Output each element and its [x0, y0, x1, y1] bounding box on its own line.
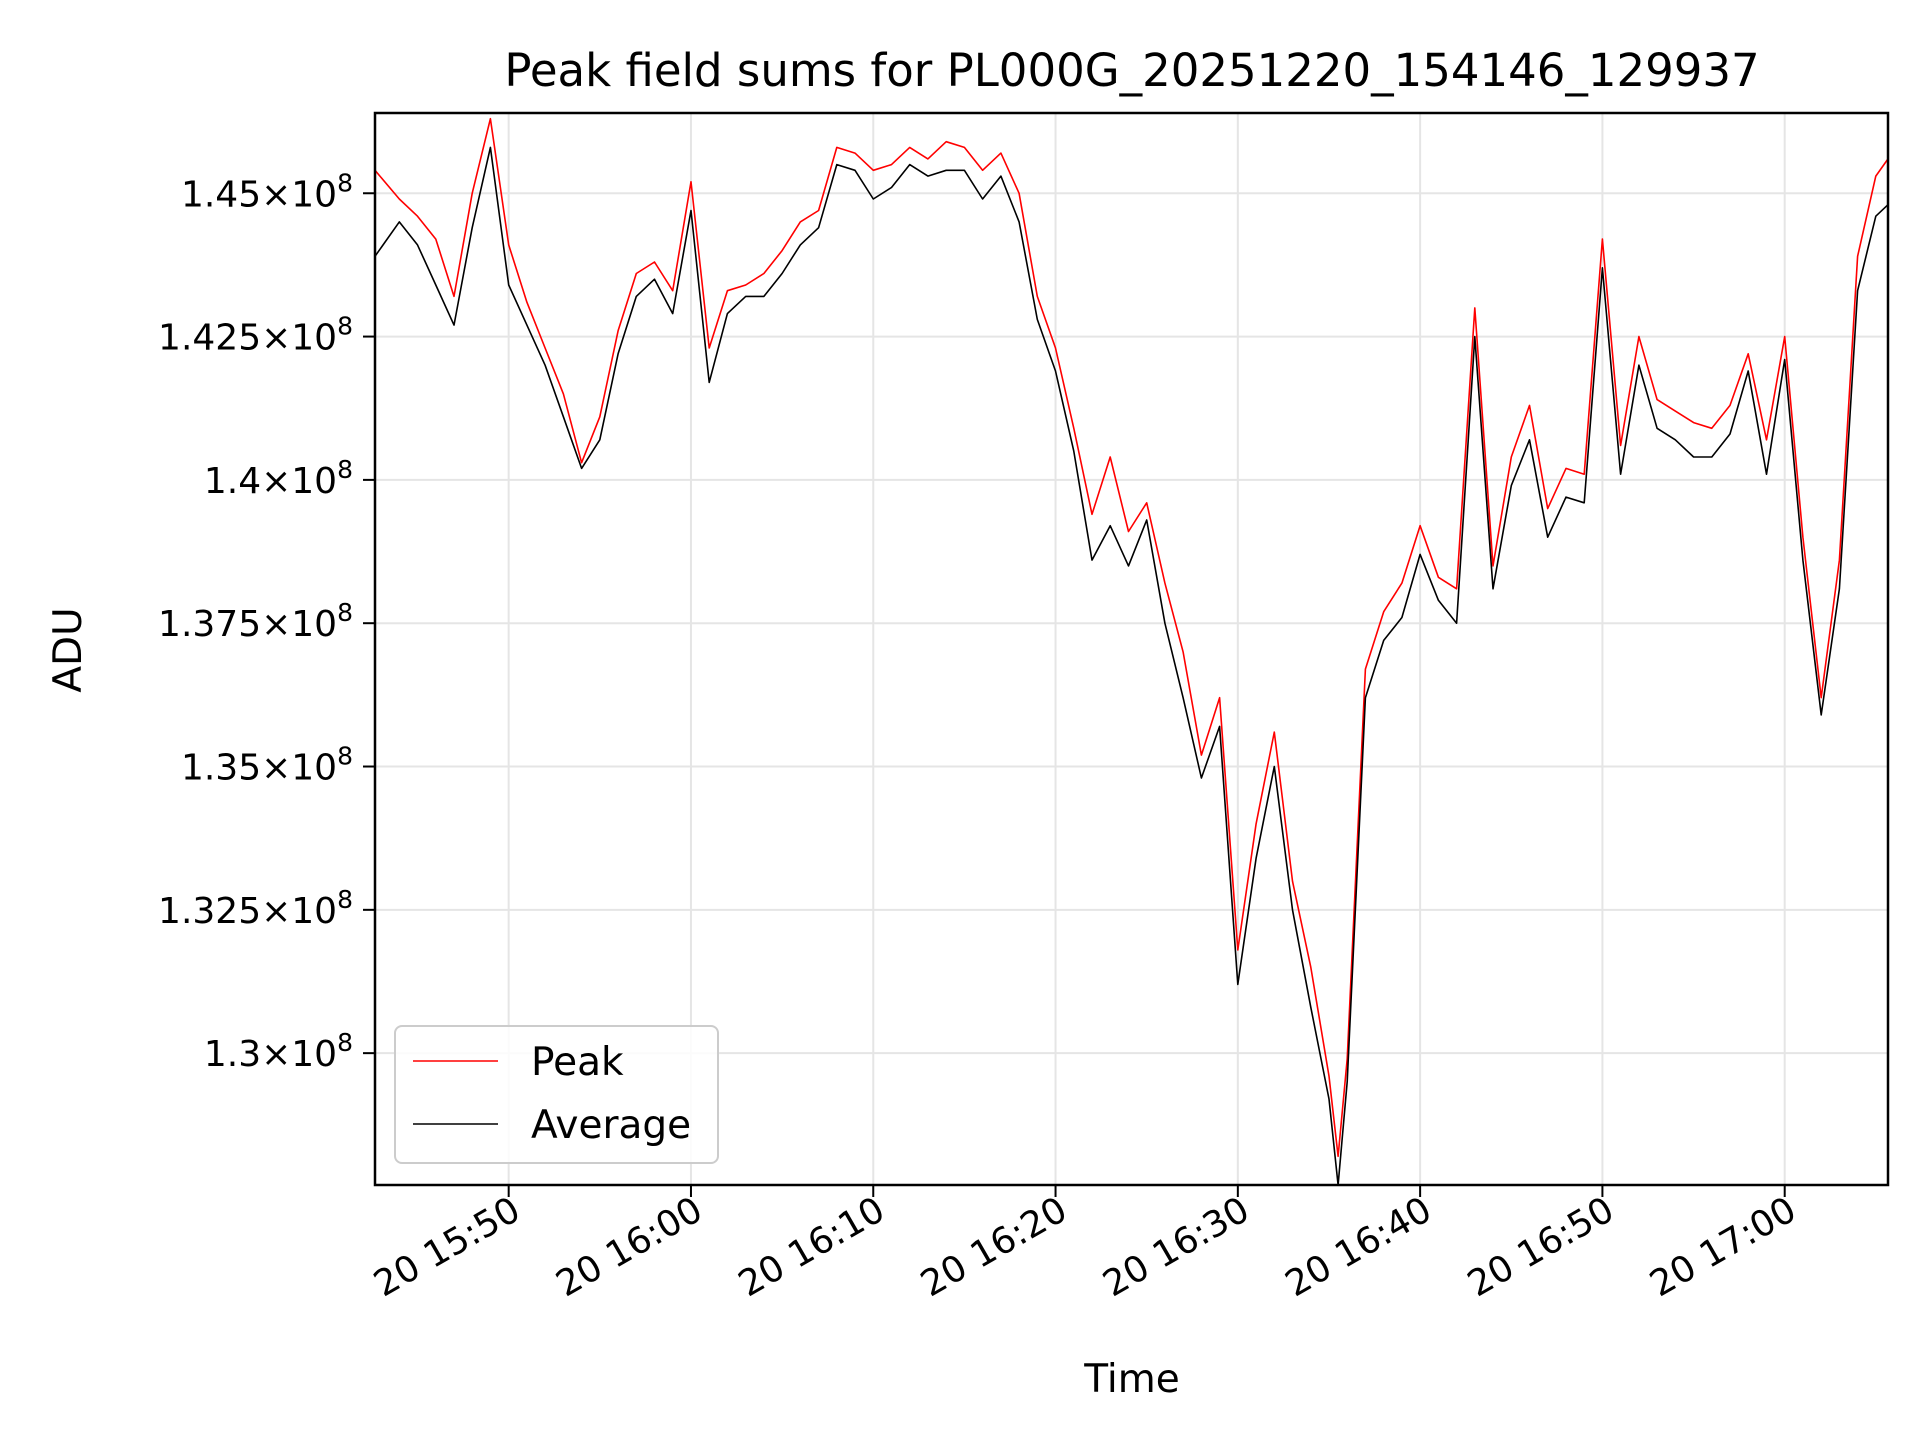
y-tick-exponent: 8 [337, 885, 353, 914]
y-tick-mantissa: 1.425 [158, 318, 261, 359]
y-tick-exponent: 8 [337, 312, 353, 341]
y-tick-mantissa: 1.35 [181, 748, 261, 789]
y-axis: 1.3×1081.325×1081.35×1081.375×1081.4×108… [158, 168, 375, 1075]
y-tick-label: 1.45×108 [181, 168, 353, 215]
y-tick-exponent: 8 [337, 742, 353, 771]
y-tick-times-ten: ×10 [261, 174, 337, 215]
y-tick-mantissa: 1.45 [181, 174, 261, 215]
y-tick-times-ten: ×10 [261, 461, 337, 502]
y-tick-mantissa: 1.375 [158, 604, 261, 645]
y-tick-exponent: 8 [337, 598, 353, 627]
grid-layer [375, 113, 1888, 1185]
y-tick-mantissa: 1.4 [204, 461, 261, 502]
legend-label-average: Average [531, 1103, 691, 1148]
y-tick-label: 1.325×108 [158, 885, 353, 932]
series-line-average [374, 146, 1889, 1186]
y-tick-times-ten: ×10 [261, 318, 337, 359]
y-tick-label: 1.425×108 [158, 312, 353, 359]
y-tick-exponent: 8 [337, 168, 353, 197]
series-layer [374, 117, 1889, 1186]
plot-frame [373, 111, 1890, 1187]
y-tick-times-ten: ×10 [261, 748, 337, 789]
y-axis-label: ADU [46, 607, 91, 692]
legend-label-peak: Peak [531, 1040, 624, 1085]
y-tick-times-ten: ×10 [261, 604, 337, 645]
series-line-peak [374, 117, 1889, 1158]
x-axis-label: Time [1083, 1357, 1179, 1402]
y-tick-mantissa: 1.325 [158, 891, 261, 932]
y-tick-label: 1.375×108 [158, 598, 353, 645]
chart-title: Peak field sums for PL000G_20251220_1541… [504, 44, 1759, 97]
legend: Peak Average [394, 1025, 719, 1164]
y-tick-exponent: 8 [337, 1028, 353, 1057]
y-tick-label: 1.4×108 [204, 455, 353, 502]
y-tick-label: 1.3×108 [204, 1028, 353, 1075]
y-tick-label: 1.35×108 [181, 742, 353, 789]
y-tick-exponent: 8 [337, 455, 353, 484]
y-tick-times-ten: ×10 [261, 891, 337, 932]
y-tick-mantissa: 1.3 [204, 1034, 261, 1075]
y-tick-times-ten: ×10 [261, 1034, 337, 1075]
